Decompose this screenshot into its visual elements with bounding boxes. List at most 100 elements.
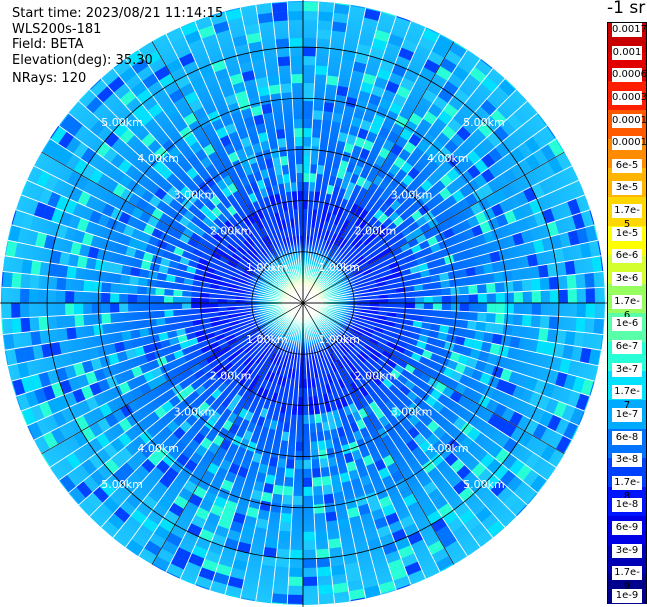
ray-line bbox=[302, 165, 573, 304]
range-gate bbox=[477, 468, 494, 485]
range-gate bbox=[437, 502, 454, 518]
range-gate bbox=[256, 219, 265, 230]
range-gate bbox=[349, 392, 359, 403]
range-gate bbox=[314, 530, 328, 541]
range-gate bbox=[529, 474, 547, 493]
range-gate bbox=[242, 389, 252, 400]
range-gate bbox=[569, 407, 585, 426]
range-gate bbox=[276, 220, 284, 231]
azimuth-spoke bbox=[302, 302, 565, 455]
range-gate bbox=[386, 359, 397, 369]
range-gate bbox=[178, 126, 193, 140]
range-gate bbox=[209, 359, 220, 369]
range-gate bbox=[112, 121, 129, 138]
range-gate bbox=[1, 286, 3, 303]
range-gate bbox=[372, 174, 384, 187]
range-gate bbox=[168, 502, 184, 517]
range-gate bbox=[29, 288, 39, 303]
range-gate bbox=[264, 370, 273, 381]
ray-line bbox=[302, 49, 468, 304]
range-gate bbox=[288, 576, 303, 586]
range-gate bbox=[479, 452, 495, 469]
range-gate bbox=[480, 99, 497, 116]
range-gate bbox=[222, 174, 234, 187]
range-gate bbox=[422, 480, 438, 496]
range-gate bbox=[368, 499, 382, 513]
range-gate bbox=[226, 352, 237, 363]
range-gate bbox=[440, 57, 458, 74]
range-gate bbox=[275, 38, 290, 49]
range-gate bbox=[572, 212, 586, 230]
range-gate bbox=[275, 128, 286, 140]
range-gate bbox=[119, 66, 137, 84]
range-gate bbox=[488, 163, 503, 179]
range-gate bbox=[435, 525, 453, 541]
range-gate bbox=[279, 155, 289, 166]
range-gate bbox=[524, 419, 540, 436]
range-gate bbox=[272, 11, 289, 22]
range-gate bbox=[561, 404, 576, 422]
ray-line bbox=[302, 255, 602, 304]
range-gate bbox=[316, 566, 332, 577]
range-gate bbox=[11, 272, 22, 289]
ray-line bbox=[302, 1, 320, 304]
range-gate bbox=[387, 558, 405, 573]
ray-line bbox=[302, 194, 586, 304]
range-gate bbox=[323, 230, 331, 241]
range-gate bbox=[261, 237, 270, 247]
range-gate bbox=[107, 352, 120, 366]
range-gate bbox=[576, 227, 589, 245]
range-gate bbox=[74, 415, 90, 431]
range-gate bbox=[241, 255, 251, 264]
range-gate bbox=[342, 241, 351, 251]
range-gate bbox=[480, 168, 496, 184]
range-gate bbox=[459, 285, 469, 295]
ray-line bbox=[26, 179, 304, 304]
range-gate bbox=[466, 320, 478, 331]
range-gate bbox=[355, 255, 365, 264]
range-gate bbox=[130, 508, 148, 525]
range-gate bbox=[303, 155, 311, 165]
range-gate bbox=[314, 413, 322, 424]
range-gate bbox=[102, 496, 120, 514]
range-gate bbox=[393, 231, 405, 243]
range-gate bbox=[295, 164, 303, 174]
range-gate bbox=[128, 275, 140, 286]
range-gate bbox=[303, 603, 320, 605]
range-gate bbox=[532, 423, 548, 440]
ray-line bbox=[194, 302, 304, 586]
range-gate bbox=[152, 555, 171, 572]
range-gate bbox=[546, 221, 559, 237]
colorbar-tick-label: 0.0006 bbox=[612, 68, 647, 83]
range-gate bbox=[530, 278, 541, 292]
range-gate bbox=[471, 462, 487, 478]
range-gate bbox=[58, 131, 75, 149]
range-gate bbox=[494, 141, 511, 158]
range-gate bbox=[548, 157, 564, 175]
colorbar-tick-label: 3e-7 bbox=[612, 362, 642, 377]
elevation-label: Elevation(deg): 35.30 bbox=[12, 53, 153, 68]
range-gate bbox=[521, 314, 532, 327]
range-gate bbox=[404, 363, 416, 374]
range-ring-label: 5.00km bbox=[463, 478, 505, 491]
range-gate bbox=[347, 234, 357, 244]
range-gate bbox=[373, 326, 384, 334]
range-gate bbox=[498, 79, 516, 97]
range-gate bbox=[99, 480, 116, 497]
range-gate bbox=[337, 378, 346, 389]
range-gate bbox=[357, 128, 369, 140]
range-gate bbox=[131, 206, 144, 220]
range-gate bbox=[486, 519, 505, 537]
range-gate bbox=[131, 365, 144, 378]
range-gate bbox=[227, 299, 237, 303]
range-gate bbox=[2, 303, 12, 319]
range-gate bbox=[408, 414, 421, 427]
range-gate bbox=[219, 223, 231, 235]
ray-line bbox=[4, 255, 304, 304]
range-gate bbox=[173, 495, 189, 510]
range-gate bbox=[535, 340, 547, 355]
range-gate bbox=[495, 292, 505, 303]
range-gate bbox=[397, 374, 409, 385]
range-gate bbox=[369, 47, 385, 60]
range-gate bbox=[296, 173, 303, 183]
